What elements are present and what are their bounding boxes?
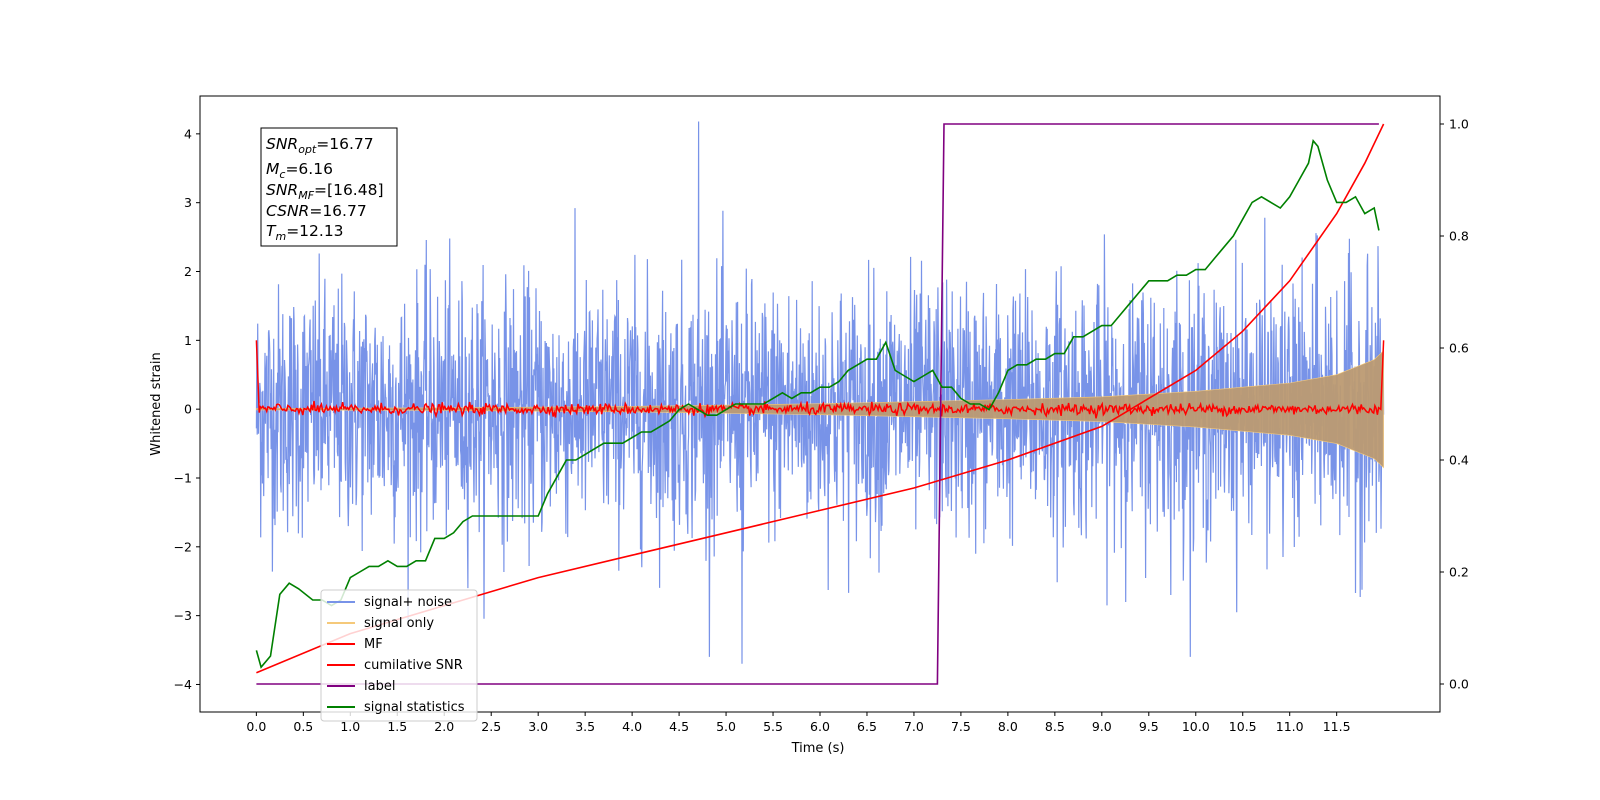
y-tick-label: −2: [174, 539, 192, 554]
x-tick-label: 3.0: [528, 719, 548, 734]
y2-tick-label: 0.4: [1449, 453, 1469, 468]
x-tick-label: 7.0: [904, 719, 924, 734]
y-tick-label: 3: [184, 195, 192, 210]
svg-text:cumilative SNR: cumilative SNR: [364, 658, 463, 673]
svg-text:MF: MF: [364, 637, 383, 652]
svg-text:label: label: [364, 679, 395, 694]
x-tick-label: 6.0: [810, 719, 830, 734]
series-cumulative-snr: [256, 123, 1385, 674]
x-axis: 0.0 0.5 1.0 1.5 2.0 2.5 3.0 3.5 4.0 4.5 5.0 5.5 6.0 6…: [246, 712, 1351, 734]
x-tick-label: 2.0: [434, 719, 454, 734]
y2-tick-label: 1.0: [1449, 117, 1469, 132]
series-mf: [255, 340, 1385, 419]
x-tick-label: 6.5: [857, 719, 877, 734]
annotation-snr-mf: =[16.48]: [314, 181, 383, 199]
y-tick-label: 2: [184, 264, 192, 279]
x-tick-label: 4.5: [669, 719, 689, 734]
x-tick-label: 9.5: [1139, 719, 1159, 734]
y-tick-label: 4: [184, 126, 192, 141]
x-axis-label: Time (s): [791, 741, 845, 756]
y-tick-label: −1: [174, 470, 192, 485]
svg-text:SNRopt=16.77: SNRopt=16.77: [266, 135, 374, 156]
x-tick-label: 10.5: [1229, 719, 1257, 734]
x-tick-label: 3.5: [575, 719, 595, 734]
y-axis-left: −4 −3 −2 −1 0 1 2 3 4: [174, 126, 200, 692]
y-axis-label: Whitened strain: [149, 352, 164, 455]
legend-item-signal-noise: signal+ noise: [327, 595, 452, 610]
x-tick-label: 1.5: [387, 719, 407, 734]
svg-text:signal only: signal only: [364, 616, 434, 631]
y-tick-label: −3: [174, 608, 192, 623]
y2-tick-label: 0.0: [1449, 677, 1469, 692]
x-tick-label: 1.0: [340, 719, 360, 734]
x-tick-label: 0.5: [293, 719, 313, 734]
x-tick-label: 8.0: [998, 719, 1018, 734]
legend: signal+ noise signal only MF cumilative …: [320, 589, 478, 722]
x-tick-label: 4.0: [622, 719, 642, 734]
y-axis-right: 0.0 0.2 0.4 0.6 0.8 1.0: [1440, 117, 1469, 692]
x-tick-label: 5.5: [763, 719, 783, 734]
series-signal-statistics: [255, 139, 1380, 669]
svg-text:Mc=6.16: Mc=6.16: [266, 160, 333, 181]
annotation-snr-opt: =16.77: [316, 135, 373, 153]
annotation-csnr: =16.77: [309, 202, 366, 220]
legend-item-signal-only: signal only: [327, 616, 434, 631]
svg-text:signal+ noise: signal+ noise: [364, 595, 452, 610]
y-tick-label: 0: [184, 402, 192, 417]
legend-item-mf: MF: [327, 637, 383, 652]
x-tick-label: 5.0: [716, 719, 736, 734]
x-tick-label: 0.0: [246, 719, 266, 734]
svg-text:CSNR=16.77: CSNR=16.77: [266, 202, 367, 220]
legend-item-label: label: [327, 679, 395, 694]
x-tick-label: 9.0: [1092, 719, 1112, 734]
legend-item-cumulative-snr: cumilative SNR: [327, 658, 463, 673]
annotation-box: SNRopt=16.77 Mc=6.16 SNRMF=[16.48] CSNR=…: [260, 127, 398, 247]
x-tick-label: 7.5: [951, 719, 971, 734]
plot-data: [255, 121, 1385, 685]
svg-text:Tm=12.13: Tm=12.13: [266, 222, 344, 243]
y2-tick-label: 0.2: [1449, 565, 1469, 580]
x-tick-label: 11.0: [1276, 719, 1304, 734]
x-tick-label: 11.5: [1323, 719, 1351, 734]
y2-tick-label: 0.8: [1449, 229, 1469, 244]
annotation-tm: =12.13: [286, 222, 343, 240]
y2-tick-label: 0.6: [1449, 341, 1469, 356]
x-tick-label: 8.5: [1045, 719, 1065, 734]
x-tick-label: 10.0: [1182, 719, 1210, 734]
y-tick-label: −4: [174, 677, 192, 692]
svg-text:SNRMF=[16.48]: SNRMF=[16.48]: [266, 181, 384, 202]
series-label: [256, 123, 1379, 685]
x-tick-label: 2.5: [481, 719, 501, 734]
annotation-mc: =6.16: [285, 160, 333, 178]
svg-text:signal statistics: signal statistics: [364, 700, 465, 715]
y-tick-label: 1: [184, 333, 192, 348]
legend-item-signal-statistics: signal statistics: [327, 700, 465, 715]
